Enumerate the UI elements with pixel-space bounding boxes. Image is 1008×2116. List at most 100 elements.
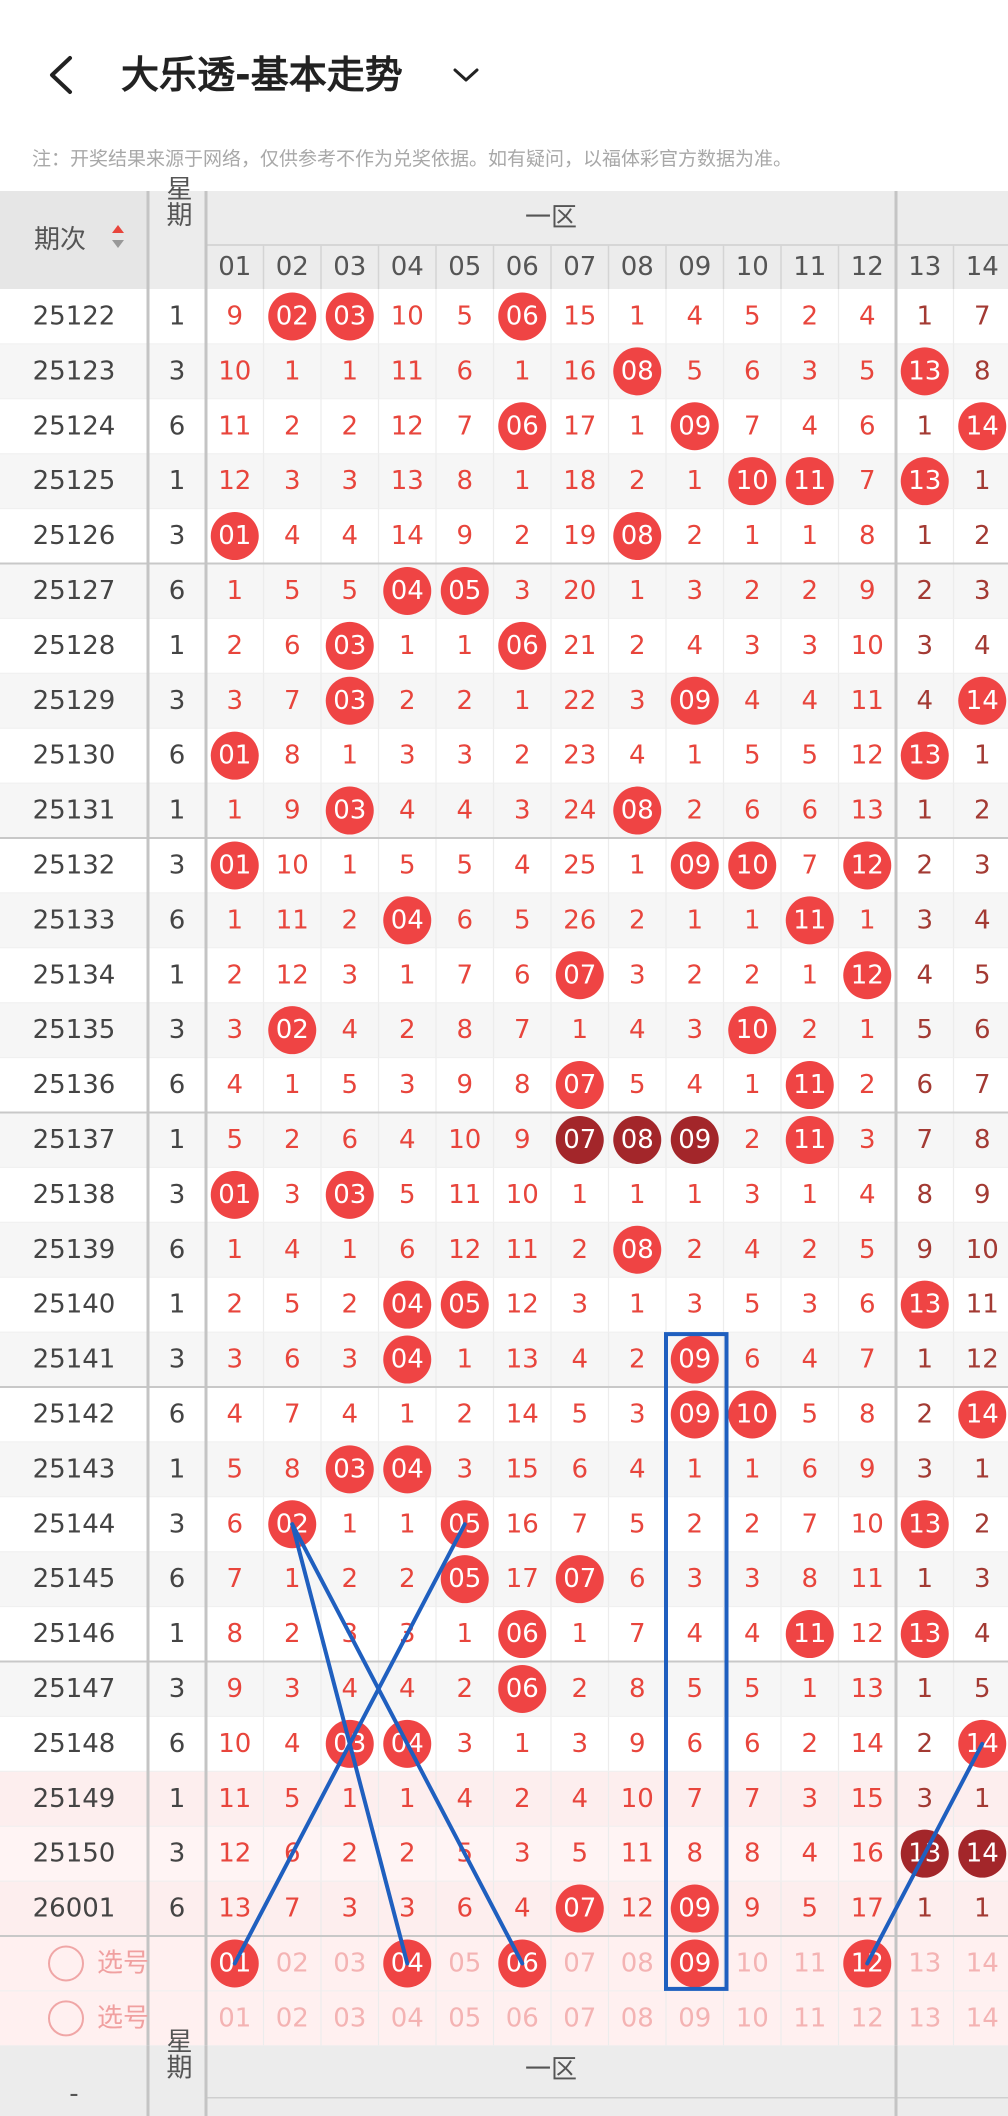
miss-count: 4: [974, 1619, 991, 1649]
hit-ball: [900, 731, 949, 780]
hit-ball: [498, 1610, 547, 1659]
select-radio[interactable]: [48, 2000, 84, 2037]
select-number[interactable]: 05: [448, 2003, 481, 2033]
miss-count: 5: [801, 1894, 818, 1924]
miss-count: 1: [514, 356, 531, 386]
miss-count: 2: [629, 905, 646, 935]
miss-count: 6: [801, 796, 818, 826]
miss-count: 2: [571, 1674, 588, 1704]
select-radio[interactable]: [48, 1945, 84, 1982]
select-number[interactable]: 13: [908, 2003, 941, 2033]
miss-count: 1: [341, 1509, 358, 1539]
hit-ball: [440, 1555, 489, 1604]
miss-count: 11: [851, 686, 884, 716]
select-number[interactable]: 07: [563, 1948, 596, 1978]
weekday: 1: [169, 1619, 186, 1649]
miss-count: 4: [801, 411, 818, 441]
miss-count: 1: [629, 1290, 646, 1320]
miss-count: 9: [744, 1894, 761, 1924]
miss-count: 3: [801, 1290, 818, 1320]
hit-number: 09: [678, 1125, 711, 1155]
miss-count: 2: [744, 960, 761, 990]
miss-count: 3: [686, 1564, 703, 1594]
select-number[interactable]: 12: [851, 2003, 884, 2033]
hit-number: 11: [793, 1125, 826, 1155]
select-label[interactable]: 选号: [97, 2003, 149, 2033]
hit-number: 04: [391, 576, 424, 606]
weekday: 3: [169, 1345, 186, 1375]
miss-count: 1: [916, 1345, 933, 1375]
weekday: 3: [169, 1015, 186, 1045]
select-number[interactable]: 06: [506, 2003, 539, 2033]
select-number[interactable]: 14: [966, 1948, 999, 1978]
miss-count: 3: [284, 1674, 301, 1704]
select-number[interactable]: 11: [793, 2003, 826, 2033]
header-weekday: 星期: [162, 175, 192, 227]
miss-count: 1: [744, 521, 761, 551]
select-number[interactable]: 09: [678, 2003, 711, 2033]
miss-count: 1: [341, 1784, 358, 1814]
select-number[interactable]: 08: [621, 2003, 654, 2033]
hit-ball: [785, 1115, 834, 1164]
miss-count: 9: [514, 1125, 531, 1155]
miss-count: 5: [916, 1015, 933, 1045]
hit-number: 09: [678, 1399, 711, 1429]
select-number[interactable]: 02: [276, 1948, 309, 1978]
miss-count: 1: [399, 1509, 416, 1539]
hit-number[interactable]: 09: [678, 1948, 711, 1978]
miss-count: 3: [456, 741, 473, 771]
select-number[interactable]: 05: [448, 1948, 481, 1978]
issue: 25132: [33, 850, 116, 880]
dropdown-icon[interactable]: [453, 68, 479, 82]
miss-count: 5: [974, 1674, 991, 1704]
hit-ball: [440, 1280, 489, 1329]
hit-number: 14: [966, 686, 999, 716]
miss-count: 11: [966, 1290, 999, 1320]
hit-number: 09: [678, 411, 711, 441]
footer-issue: -: [69, 2079, 78, 2109]
issue: 25123: [33, 356, 116, 386]
hit-ball: [383, 1335, 432, 1384]
row-bg: [0, 1716, 1008, 1772]
select-label[interactable]: 选号: [97, 1948, 149, 1978]
select-number[interactable]: 13: [908, 1948, 941, 1978]
hit-ball: [383, 1280, 432, 1329]
miss-count: 8: [859, 1399, 876, 1429]
miss-count: 11: [448, 1180, 481, 1210]
miss-count: 6: [629, 1564, 646, 1594]
select-number[interactable]: 07: [563, 2003, 596, 2033]
miss-count: 2: [916, 576, 933, 606]
hit-number: 07: [563, 960, 596, 990]
miss-count: 8: [514, 1070, 531, 1100]
select-number[interactable]: 08: [621, 1948, 654, 1978]
miss-count: 2: [456, 1399, 473, 1429]
select-number[interactable]: 11: [793, 1948, 826, 1978]
miss-count: 9: [456, 521, 473, 551]
hit-number: 07: [563, 1070, 596, 1100]
select-number[interactable]: 04: [391, 2003, 424, 2033]
hit-number: 01: [218, 1180, 251, 1210]
row-bg: [0, 1057, 1008, 1113]
select-number[interactable]: 02: [276, 2003, 309, 2033]
hit-number: 03: [333, 796, 366, 826]
back-button[interactable]: [50, 56, 72, 94]
miss-count: 6: [341, 1125, 358, 1155]
miss-count: 7: [456, 960, 473, 990]
select-number[interactable]: 03: [333, 1948, 366, 1978]
miss-count: 1: [801, 1180, 818, 1210]
miss-count: 5: [801, 1399, 818, 1429]
miss-count: 2: [744, 576, 761, 606]
hit-ball: [613, 786, 662, 835]
select-number[interactable]: 10: [736, 1948, 769, 1978]
miss-count: 7: [859, 466, 876, 496]
miss-count: 13: [218, 1894, 251, 1924]
miss-count: 3: [226, 1015, 243, 1045]
row-bg: [0, 1771, 1008, 1827]
select-number[interactable]: 03: [333, 2003, 366, 2033]
hit-number: 13: [908, 356, 941, 386]
select-number[interactable]: 10: [736, 2003, 769, 2033]
select-number[interactable]: 01: [218, 2003, 251, 2033]
miss-count: 2: [974, 1509, 991, 1539]
select-number[interactable]: 14: [966, 2003, 999, 2033]
annotation-line: [290, 1522, 525, 1966]
